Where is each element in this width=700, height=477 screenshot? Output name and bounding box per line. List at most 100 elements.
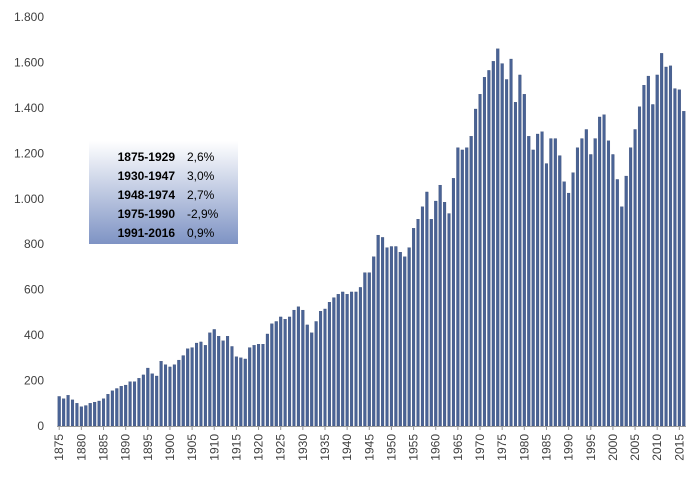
bar: [575, 147, 579, 427]
bar: [257, 344, 261, 427]
bar: [124, 384, 128, 427]
bar: [438, 184, 442, 427]
bar: [646, 75, 650, 427]
bar: [323, 308, 327, 427]
bar: [248, 347, 252, 427]
x-tick-label: 1965: [451, 434, 465, 461]
bar: [491, 61, 495, 427]
growth-period-label: 1991-2016: [118, 226, 176, 240]
bar: [456, 147, 460, 427]
x-tick-label: 1875: [52, 434, 66, 461]
bar: [620, 206, 624, 427]
bar: [389, 246, 393, 427]
bar: [544, 163, 548, 427]
bar: [319, 311, 323, 427]
bar: [341, 291, 345, 427]
x-tick-label: 1960: [429, 434, 443, 461]
bar: [79, 406, 83, 427]
bar: [478, 94, 482, 427]
bar: [593, 138, 597, 427]
bar: [420, 206, 424, 427]
growth-rate-box-background: [89, 141, 238, 244]
bar: [115, 388, 119, 427]
bar: [350, 291, 354, 427]
bar: [403, 256, 407, 427]
x-tick-label: 1885: [97, 434, 111, 461]
bar: [288, 316, 292, 427]
x-tick-label: 1895: [141, 434, 155, 461]
x-tick-label: 1940: [340, 434, 354, 461]
bar: [540, 131, 544, 427]
bar: [208, 332, 212, 427]
bar: [469, 136, 473, 427]
bar: [261, 344, 265, 427]
y-tick-label: 800: [24, 237, 44, 251]
y-tick-label: 1.200: [14, 146, 44, 160]
y-axis-ticks: 0 200 400 600 800 1.000 1.200 1.400 1.600 1.800: [14, 10, 44, 433]
bar: [141, 374, 145, 427]
bar: [332, 297, 336, 427]
bar: [615, 179, 619, 427]
growth-rate-value: 2,7%: [187, 188, 215, 202]
bar: [186, 348, 190, 427]
bar: [668, 65, 673, 427]
x-tick-label: 1975: [495, 434, 509, 461]
bar: [75, 403, 79, 427]
growth-rate-value: 3,0%: [187, 169, 215, 183]
bar: [580, 138, 584, 427]
bar: [66, 395, 70, 427]
bar: [398, 252, 402, 427]
x-tick-label: 1930: [296, 434, 310, 461]
bar: [137, 378, 141, 427]
bar: [97, 400, 101, 427]
bar: [305, 324, 309, 427]
bar: [518, 74, 522, 427]
bar: [84, 405, 88, 427]
bar: [190, 347, 194, 427]
bar: [443, 202, 447, 427]
bar: [584, 129, 588, 427]
bar: [265, 333, 269, 427]
bar: [358, 287, 362, 427]
bar: [624, 175, 628, 427]
y-tick-label: 1.400: [14, 101, 44, 115]
bar: [163, 364, 168, 427]
bar: [496, 48, 500, 427]
x-tick-label: 1925: [274, 434, 288, 461]
bar: [527, 136, 531, 427]
bar: [283, 319, 287, 427]
bar: [447, 213, 451, 427]
x-tick-label: 1905: [185, 434, 199, 461]
x-tick-label: 2000: [606, 434, 620, 461]
y-tick-label: 600: [24, 283, 44, 297]
bar: [62, 398, 66, 427]
bar: [301, 309, 305, 427]
bar: [602, 114, 606, 427]
bar: [70, 399, 75, 427]
x-tick-label: 1955: [407, 434, 421, 461]
bar: [132, 381, 137, 427]
bar: [119, 386, 123, 427]
bar: [394, 246, 398, 427]
bar: [629, 147, 633, 427]
bar: [239, 357, 243, 427]
bar: [159, 361, 163, 427]
bar: [465, 147, 469, 427]
bar: [252, 345, 256, 427]
bar: [372, 256, 376, 427]
bar: [155, 375, 159, 427]
bar: [611, 154, 615, 427]
growth-rate-value: 0,9%: [187, 226, 215, 240]
bar: [660, 53, 664, 427]
x-tick-label: 1970: [473, 434, 487, 461]
bar: [168, 366, 172, 427]
bar: [110, 390, 114, 427]
x-tick-label: 1945: [362, 434, 376, 461]
x-tick-label: 1910: [207, 434, 221, 461]
bar: [567, 192, 571, 427]
x-tick-label: 1890: [119, 434, 133, 461]
bar: [664, 66, 668, 427]
growth-period-label: 1975-1990: [118, 207, 176, 221]
bar: [310, 332, 314, 427]
